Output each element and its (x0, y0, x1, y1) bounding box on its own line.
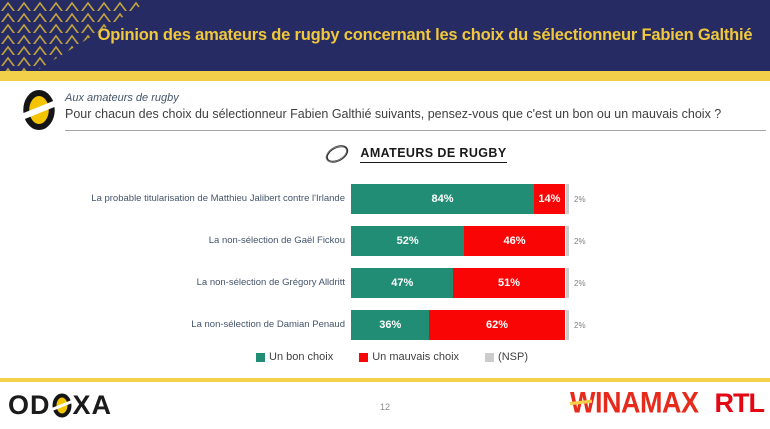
legend-item-bon: Un bon choix (256, 351, 333, 363)
legend-label: Un mauvais choix (372, 351, 460, 363)
legend-item-nsp: (NSP) (485, 351, 528, 363)
odoxa-logo-o-icon (51, 393, 72, 418)
category-label: La probable titularisation de Matthieu J… (91, 192, 345, 204)
chart-row: La non-sélection de Gaël Fickou 52% 46% … (62, 226, 596, 256)
footer: OD XA 12 WINAMAX RTL (0, 386, 770, 429)
page-number: 12 (379, 402, 390, 412)
bar-value: 52% (396, 235, 419, 247)
page-title: Opinion des amateurs de rugby concernant… (97, 26, 753, 44)
bar-value: 47% (391, 277, 414, 289)
bar-segment-nsp (564, 184, 569, 214)
legend-swatch-red-icon (359, 352, 369, 362)
odoxa-logo-text-right: XA (72, 390, 113, 420)
stacked-bar: 47% 51% (351, 268, 569, 298)
bar-segment-mauvais: 62% (429, 310, 565, 340)
bar-value: 14% (538, 193, 561, 205)
partner-logos: WINAMAX RTL (569, 386, 765, 420)
bar-value: 62% (486, 319, 509, 331)
category-label: La non-sélection de Gaël Fickou (208, 234, 345, 246)
bar-value: 36% (379, 319, 402, 331)
question-text: Pour chacun des choix du sélectionneur F… (65, 107, 722, 121)
bar-chart: La probable titularisation de Matthieu J… (62, 184, 596, 352)
bar-segment-nsp (564, 310, 569, 340)
question-audience: Aux amateurs de rugby (65, 92, 179, 104)
chart-row: La non-sélection de Damian Penaud 36% 62… (62, 310, 596, 340)
bar-segment-mauvais: 51% (453, 268, 565, 298)
nsp-value: 2% (574, 320, 586, 330)
legend-item-mauvais: Un mauvais choix (359, 351, 459, 363)
stacked-bar: 52% 46% (351, 226, 569, 256)
footer-gold-line (0, 378, 770, 382)
header-banner: Opinion des amateurs de rugby concernant… (0, 0, 770, 71)
stacked-bar: 36% 62% (351, 310, 569, 340)
bar-segment-mauvais: 46% (464, 226, 565, 256)
bar-segment-bon: 84% (351, 184, 535, 214)
chart-row: La probable titularisation de Matthieu J… (62, 184, 596, 214)
bar-segment-bon: 36% (351, 310, 430, 340)
legend-swatch-green-icon (256, 352, 265, 362)
category-label: La non-sélection de Grégory Alldritt (196, 276, 345, 288)
nsp-value: 2% (574, 194, 586, 204)
legend-label: Un bon choix (269, 351, 334, 363)
stacked-bar: 84% 14% (351, 184, 569, 214)
bar-segment-bon: 52% (351, 226, 465, 256)
bar-value: 84% (431, 193, 454, 205)
chevron-pattern-icon (0, 0, 150, 71)
bar-segment-mauvais: 14% (534, 184, 565, 214)
chart-title: AMATEURS DE RUGBY (360, 146, 507, 163)
legend-swatch-gray-icon (485, 352, 495, 362)
bar-segment-bon: 47% (351, 268, 454, 298)
chart-row: La non-sélection de Grégory Alldritt 47%… (62, 268, 596, 298)
odoxa-logo: OD XA (8, 390, 112, 421)
chart-heading: AMATEURS DE RUGBY (0, 144, 770, 164)
chart-legend: Un bon choix Un mauvais choix (NSP) (0, 351, 770, 363)
bar-segment-nsp (564, 226, 569, 256)
rtl-logo: RTL (714, 388, 765, 418)
bar-segment-nsp (564, 268, 569, 298)
category-label: La non-sélection de Damian Penaud (191, 318, 345, 330)
divider-line (65, 130, 766, 131)
odoxa-o-icon (22, 90, 56, 130)
gold-divider (0, 71, 770, 81)
odoxa-logo-text-left: OD (8, 390, 51, 420)
winamax-logo: WINAMAX (569, 386, 699, 420)
nsp-value: 2% (574, 278, 586, 288)
bar-value: 46% (503, 235, 526, 247)
bar-value: 51% (498, 277, 521, 289)
nsp-value: 2% (574, 236, 586, 246)
rugby-ball-icon (326, 145, 349, 163)
legend-label: (NSP) (498, 351, 528, 363)
